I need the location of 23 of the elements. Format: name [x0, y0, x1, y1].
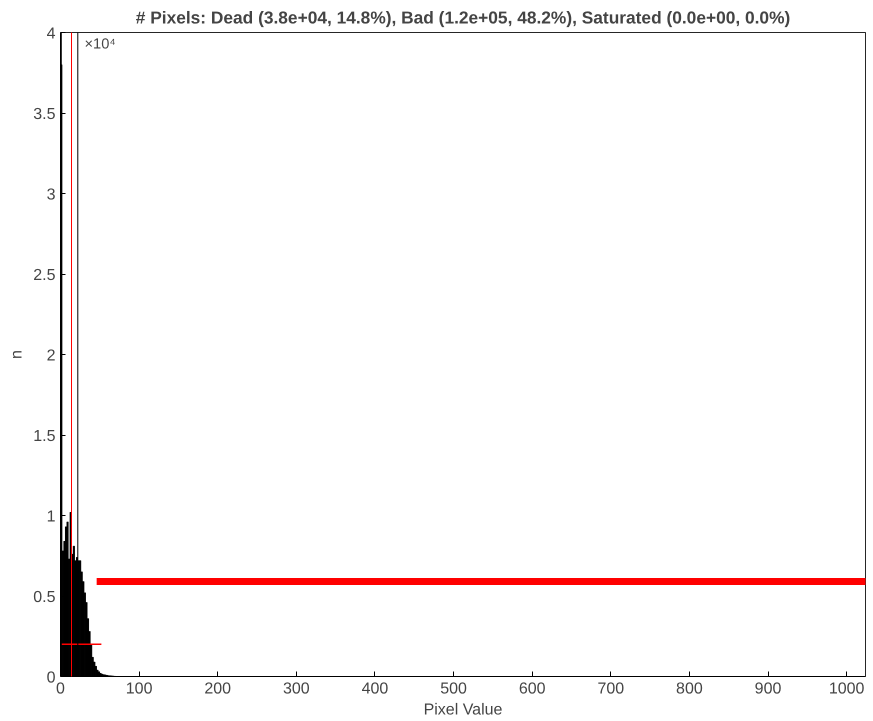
x-axis-title: Pixel Value — [424, 702, 503, 718]
x-tick-label: 700 — [597, 680, 624, 698]
chart-title: # Pixels: Dead (3.8e+04, 14.8%), Bad (1.2e+05, 48.2%), Saturated (0.0e+00, 0.0%) — [136, 8, 790, 28]
x-tick-label: 200 — [204, 680, 232, 698]
y-tick-label: 3 — [46, 186, 56, 204]
x-tick-label: 400 — [362, 680, 388, 698]
y-tick-label: 3.5 — [33, 106, 56, 123]
x-tick-label: 900 — [754, 680, 782, 698]
y-tick-label: 4 — [46, 26, 56, 42]
annotation: ×10⁴ — [84, 36, 116, 52]
y-tick-label: 0 — [46, 670, 56, 686]
y-tick-label: 2.5 — [33, 267, 56, 284]
x-tick-label: 500 — [440, 680, 468, 698]
y-tick-label: 1.5 — [33, 428, 56, 445]
y-tick-label: 1 — [46, 508, 56, 526]
y-tick-label: 2 — [46, 348, 56, 364]
x-tick-label: 600 — [518, 680, 546, 698]
x-tick-label: 800 — [676, 680, 703, 698]
x-tick-label: 100 — [126, 680, 153, 698]
y-tick-label: 0.5 — [33, 589, 56, 606]
y-axis-title: n — [8, 350, 26, 359]
x-tick-label: 300 — [282, 680, 310, 698]
x-tick-label: 1000 — [828, 680, 865, 698]
